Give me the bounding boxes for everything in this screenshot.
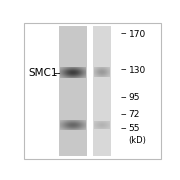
Text: 55: 55 — [129, 124, 140, 133]
Text: (kD): (kD) — [129, 136, 146, 145]
Text: --: -- — [54, 68, 61, 78]
Text: 95: 95 — [129, 93, 140, 102]
Text: --: -- — [120, 66, 127, 75]
Text: --: -- — [120, 93, 127, 102]
Text: 72: 72 — [129, 110, 140, 119]
Text: --: -- — [120, 30, 127, 39]
Text: 130: 130 — [129, 66, 146, 75]
Text: 170: 170 — [129, 30, 146, 39]
Bar — [93, 26, 111, 156]
Text: SMC1: SMC1 — [28, 68, 58, 78]
Text: --: -- — [120, 110, 127, 119]
Bar — [59, 26, 87, 156]
Text: --: -- — [120, 124, 127, 133]
